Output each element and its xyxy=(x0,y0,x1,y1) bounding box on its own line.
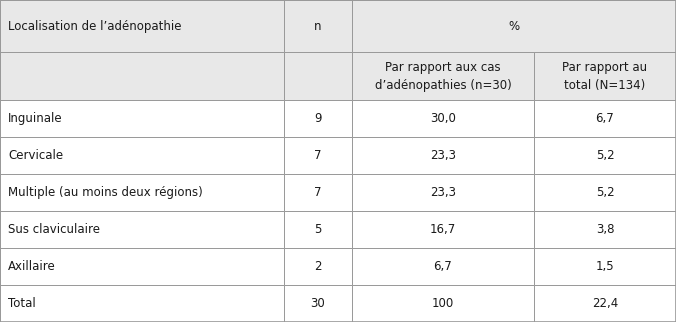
Text: Par rapport aux cas
d’adénopathies (n=30): Par rapport aux cas d’adénopathies (n=30… xyxy=(375,61,511,91)
Bar xyxy=(352,211,534,248)
Text: 5: 5 xyxy=(314,223,322,236)
Bar xyxy=(0,137,284,174)
Bar xyxy=(284,100,352,137)
Text: 30,0: 30,0 xyxy=(430,112,456,125)
Bar xyxy=(534,52,676,100)
Bar xyxy=(352,174,534,211)
Text: 16,7: 16,7 xyxy=(430,223,456,236)
Text: 2: 2 xyxy=(314,260,322,273)
Bar xyxy=(284,52,352,100)
Text: Sus claviculaire: Sus claviculaire xyxy=(8,223,100,236)
Bar xyxy=(534,248,676,285)
Bar xyxy=(284,248,352,285)
Bar xyxy=(352,0,676,52)
Text: 23,3: 23,3 xyxy=(430,186,456,199)
Bar xyxy=(352,100,534,137)
Bar xyxy=(534,137,676,174)
Text: Cervicale: Cervicale xyxy=(8,149,63,162)
Text: 7: 7 xyxy=(314,149,322,162)
Bar xyxy=(0,248,284,285)
Bar xyxy=(0,0,284,52)
Text: 6,7: 6,7 xyxy=(596,112,614,125)
Bar xyxy=(0,52,284,100)
Text: 23,3: 23,3 xyxy=(430,149,456,162)
Bar xyxy=(284,211,352,248)
Text: Axillaire: Axillaire xyxy=(8,260,55,273)
Text: Inguinale: Inguinale xyxy=(8,112,63,125)
Text: 3,8: 3,8 xyxy=(596,223,614,236)
Text: %: % xyxy=(508,20,520,33)
Text: 100: 100 xyxy=(432,297,454,310)
Text: 5,2: 5,2 xyxy=(596,186,614,199)
Text: 5,2: 5,2 xyxy=(596,149,614,162)
Bar xyxy=(352,137,534,174)
Bar xyxy=(0,211,284,248)
Text: 30: 30 xyxy=(311,297,325,310)
Bar xyxy=(0,174,284,211)
Bar xyxy=(284,0,352,52)
Bar xyxy=(352,248,534,285)
Bar xyxy=(534,285,676,322)
Text: 7: 7 xyxy=(314,186,322,199)
Text: 1,5: 1,5 xyxy=(596,260,614,273)
Text: 6,7: 6,7 xyxy=(433,260,452,273)
Bar xyxy=(0,100,284,137)
Text: 9: 9 xyxy=(314,112,322,125)
Bar xyxy=(534,174,676,211)
Bar xyxy=(352,285,534,322)
Bar xyxy=(534,211,676,248)
Text: n: n xyxy=(314,20,322,33)
Text: Localisation de l’adénopathie: Localisation de l’adénopathie xyxy=(8,20,181,33)
Bar xyxy=(0,285,284,322)
Bar xyxy=(284,137,352,174)
Text: Par rapport au
total (N=134): Par rapport au total (N=134) xyxy=(562,61,648,91)
Bar xyxy=(284,285,352,322)
Text: Multiple (au moins deux régions): Multiple (au moins deux régions) xyxy=(8,186,203,199)
Bar xyxy=(284,174,352,211)
Bar xyxy=(534,100,676,137)
Text: 22,4: 22,4 xyxy=(592,297,618,310)
Bar xyxy=(352,52,534,100)
Text: Total: Total xyxy=(8,297,36,310)
